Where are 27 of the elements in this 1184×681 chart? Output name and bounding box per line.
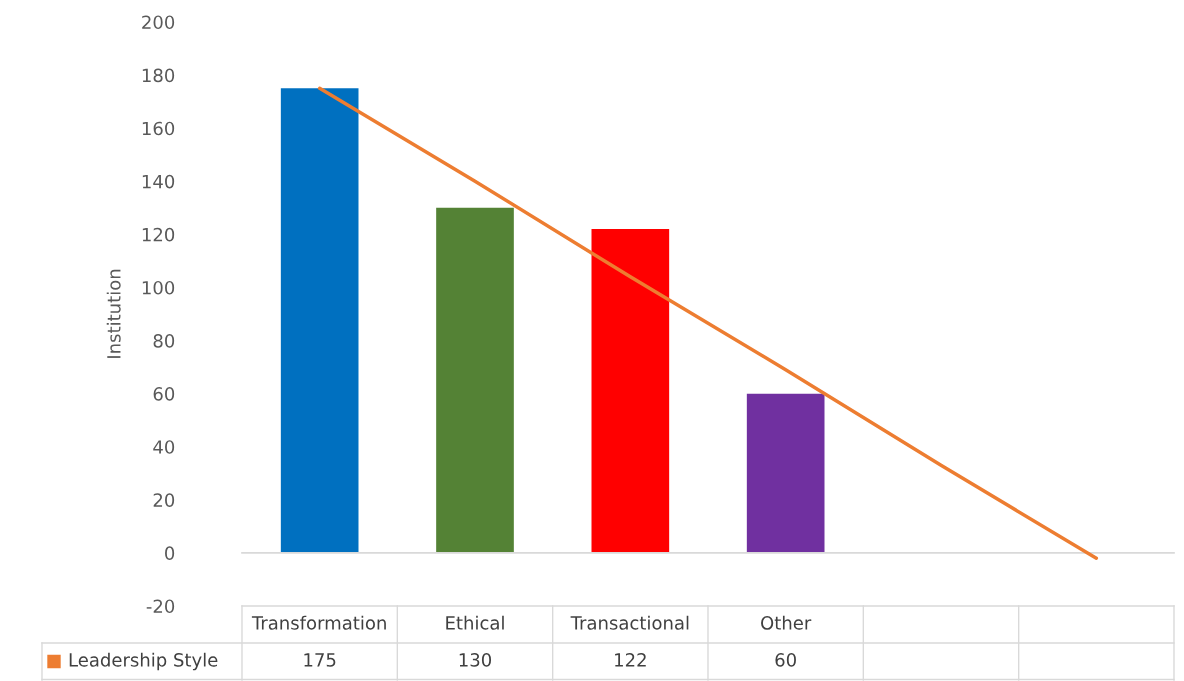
bar — [436, 207, 514, 553]
y-tick-label: 160 — [142, 121, 175, 136]
y-tick-label: -20 — [146, 599, 175, 614]
y-tick-label: 20 — [153, 493, 175, 507]
x-tick-label: Transformation — [251, 615, 386, 630]
x-tick-label: Other — [761, 615, 812, 630]
bar — [591, 229, 670, 553]
data-label: 122 — [615, 653, 646, 667]
line-series — [317, 86, 1099, 560]
y-tick-label: 120 — [142, 227, 175, 242]
data-label: 60 — [775, 653, 796, 667]
data-label: 175 — [304, 653, 336, 667]
y-tick-label: 80 — [153, 334, 175, 348]
x-tick-label: Ethical — [446, 615, 504, 630]
y-tick-label: 100 — [142, 280, 175, 295]
bar — [280, 88, 359, 553]
y-tick-label: 140 — [142, 174, 175, 189]
data-label: 130 — [459, 653, 492, 667]
y-axis-title: Institution — [106, 269, 121, 358]
y-tick-label: 200 — [142, 15, 175, 30]
y-tick-label: 0 — [165, 546, 175, 561]
y-tick-label: 40 — [153, 440, 175, 454]
y-tick-label: 180 — [142, 68, 175, 83]
y-tick-label: 60 — [153, 387, 175, 401]
x-tick-label: Transactional — [570, 615, 689, 630]
bar — [746, 393, 825, 553]
text: Leadership Style — [69, 652, 218, 671]
